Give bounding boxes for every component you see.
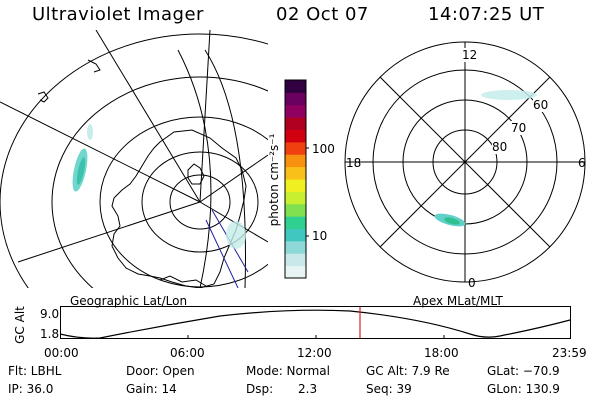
- aurora-patch: [444, 217, 460, 225]
- timeline-y-tick-min: 1.8: [40, 327, 60, 341]
- info-filter: Flt: LBHL: [8, 364, 62, 378]
- meridian-line: [199, 30, 211, 203]
- ice-shelf-outline: [159, 275, 207, 287]
- colorbar-segment: [285, 117, 306, 130]
- timeline-y-axis-label: GC Alt: [13, 306, 27, 344]
- info-ip: IP: 36.0: [8, 382, 54, 396]
- antarctica-coastline: [111, 129, 247, 288]
- timeline-y-tick-max: 9.0: [40, 307, 60, 321]
- timeline-x-tick-label: 23:59: [552, 346, 587, 360]
- colorbar-tick-label: 10: [312, 229, 328, 243]
- colorbar-segment: [285, 166, 306, 180]
- intensity-colorbar: photon cm⁻²s⁻¹: [267, 79, 309, 279]
- colorbar-segment: [285, 80, 306, 93]
- colorbar-segment: [285, 154, 306, 168]
- altitude-curve: [60, 309, 571, 339]
- timeline-x-tick-label: 18:00: [424, 346, 459, 360]
- colorbar-segment: [285, 253, 306, 267]
- info-seq: Seq: 39: [366, 382, 412, 396]
- right-panel-label: Apex MLat/MLT: [413, 294, 503, 308]
- info-gain: Gain: 14: [126, 382, 177, 396]
- limb-curve: [204, 49, 246, 288]
- colorbar-segment: [285, 228, 306, 242]
- colorbar-segment: [285, 104, 306, 118]
- lat-circle: [141, 151, 259, 253]
- colorbar-segment: [285, 141, 306, 155]
- mlt-line: [379, 76, 551, 248]
- header-date: 02 Oct 07: [276, 4, 369, 25]
- geographic-map: [0, 30, 268, 288]
- colorbar-unit-label: photon cm⁻²s⁻¹: [267, 133, 281, 226]
- app-title: Ultraviolet Imager: [32, 4, 204, 25]
- info-glat: GLat: −70.9: [487, 364, 560, 378]
- colorbar-segment: [285, 240, 306, 254]
- meridian-line: [95, 30, 201, 203]
- mlat-mlt-polar-plot: [344, 41, 586, 283]
- colorbar-segment: [285, 179, 306, 192]
- coast-fragment: [37, 91, 49, 103]
- aurora-patch: [87, 124, 93, 140]
- mlat-label-60: 60: [533, 98, 549, 112]
- mlt-label-18: 18: [346, 156, 362, 170]
- satellite-track: [205, 219, 239, 288]
- meridian-line: [17, 201, 201, 263]
- lat-circle: [51, 76, 268, 288]
- timeline-x-tick-label: 00:00: [44, 346, 79, 360]
- info-door: Door: Open: [126, 364, 195, 378]
- mlt-label-12: 12: [462, 48, 478, 62]
- header-time: 14:07:25 UT: [428, 4, 545, 25]
- coast-fragment: [87, 59, 101, 73]
- mlat-label-70: 70: [511, 121, 527, 135]
- limb-curve: [177, 49, 212, 288]
- colorbar-segment: [285, 129, 306, 143]
- colorbar-gradient: [285, 80, 306, 279]
- lat-circle: [169, 174, 231, 230]
- timeline-x-tick-label: 12:00: [297, 346, 332, 360]
- meridian-line: [0, 101, 201, 203]
- island-outline: [187, 163, 205, 185]
- info-dsp-label: Dsp:: [246, 382, 274, 396]
- colorbar-tick-label: 100: [312, 142, 335, 156]
- aurora-patch: [76, 157, 86, 185]
- colorbar-segment: [285, 216, 306, 229]
- info-gc-alt: GC Alt: 7.9 Re: [366, 364, 450, 378]
- left-panel-label: Geographic Lat/Lon: [70, 294, 188, 308]
- aurora-patch: [481, 90, 537, 100]
- colorbar-segment: [285, 191, 306, 205]
- timeline-x-tick-label: 06:00: [170, 346, 205, 360]
- lat-circle: [99, 116, 268, 288]
- mlt-label-6: 6: [578, 156, 586, 170]
- colorbar-segment: [285, 203, 306, 217]
- lat-circle: [0, 33, 268, 288]
- info-dsp-value: 2.3: [298, 382, 318, 396]
- colorbar-segment: [285, 92, 306, 106]
- info-glon: GLon: 130.9: [487, 382, 560, 396]
- mlt-label-0: 0: [468, 276, 476, 290]
- aurora-patch: [226, 221, 246, 249]
- altitude-timeline: [60, 306, 571, 339]
- info-mode: Mode: Normal: [246, 364, 330, 378]
- colorbar-segment: [285, 265, 306, 279]
- mlat-label-80: 80: [492, 140, 508, 154]
